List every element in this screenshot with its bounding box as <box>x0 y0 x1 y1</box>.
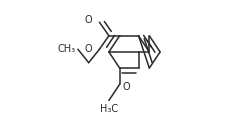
Text: O: O <box>122 82 130 92</box>
Text: O: O <box>84 44 92 54</box>
Text: CH₃: CH₃ <box>57 44 75 54</box>
Text: H₃C: H₃C <box>100 104 118 114</box>
Text: O: O <box>84 15 92 25</box>
